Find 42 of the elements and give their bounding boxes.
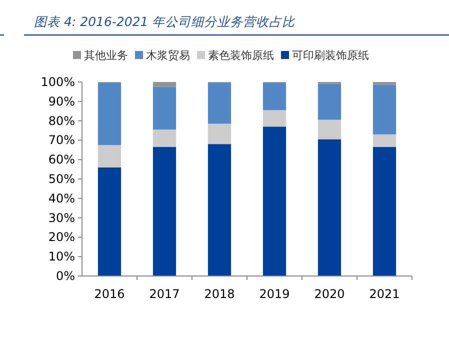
bar [98, 82, 122, 146]
y-tick-label: 20% [48, 230, 75, 244]
y-tick-label: 90% [48, 94, 75, 108]
bar [98, 145, 122, 168]
x-tick-label: 2018 [204, 287, 235, 301]
legend-label: 木浆贸易 [146, 49, 190, 62]
y-tick-label: 80% [48, 114, 75, 128]
x-tick-label: 2016 [94, 287, 125, 301]
x-tick-label: 2021 [369, 287, 400, 301]
bar [152, 130, 176, 147]
y-tick-label: 0% [56, 269, 75, 283]
y-tick-label: 10% [48, 250, 75, 264]
bar [372, 82, 396, 85]
bar [208, 82, 232, 124]
y-tick-label: 70% [48, 133, 75, 148]
bar [152, 86, 176, 130]
bar [152, 82, 176, 87]
bar [318, 120, 342, 140]
y-tick-label: 100% [40, 75, 75, 89]
bar [262, 110, 286, 127]
bar [372, 134, 396, 147]
bar [98, 167, 122, 276]
legend-label: 其他业务 [84, 49, 128, 62]
chart-title: 图表 4: 2016-2021 年公司细分业务营收占比 [34, 14, 296, 29]
bar [318, 139, 342, 276]
bar [152, 146, 176, 276]
y-tick-label: 50% [48, 172, 75, 186]
bar [262, 82, 286, 110]
bar [262, 126, 286, 276]
bar [372, 146, 396, 276]
y-tick-label: 60% [48, 152, 75, 167]
x-tick-label: 2020 [314, 287, 345, 301]
legend-label: 可印刷装饰原纸 [292, 49, 369, 62]
x-tick-label: 2019 [259, 287, 290, 301]
legend-label: 素色装饰原纸 [208, 49, 274, 62]
y-tick-label: 40% [48, 191, 75, 206]
bar [208, 124, 232, 144]
y-tick-label: 30% [48, 210, 75, 225]
bar [208, 144, 232, 276]
bar [372, 84, 396, 134]
bar [318, 84, 342, 120]
x-tick-label: 2017 [149, 287, 180, 301]
